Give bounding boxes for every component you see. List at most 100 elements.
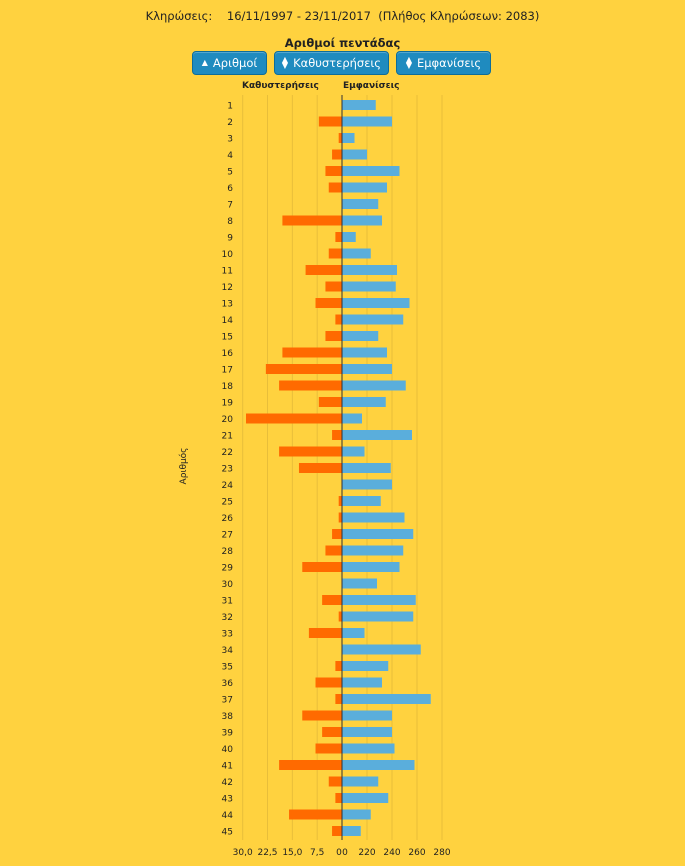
appearance-bar	[342, 446, 365, 457]
appearance-bar	[342, 248, 371, 259]
category-label: 23	[222, 465, 233, 475]
category-label: 31	[222, 597, 233, 607]
appearance-bar	[342, 628, 365, 638]
category-label: 43	[222, 795, 233, 805]
y-axis-label: Αριθμός	[178, 448, 189, 485]
chart-title: Αριθμοί πεντάδας	[284, 36, 401, 50]
appearance-bar	[342, 562, 400, 572]
appearance-bar	[342, 182, 387, 193]
delay-bar	[315, 677, 342, 688]
category-label: 26	[222, 514, 234, 524]
sort-delays-label: Καθυστερήσεις	[293, 56, 382, 70]
appearances-tick-label: 240	[383, 848, 400, 858]
category-label: 6	[227, 184, 233, 194]
appearance-bar	[342, 331, 379, 341]
appearances-column-title: Εμφανίσεις	[343, 81, 400, 91]
appearances-tick-label: 260	[408, 848, 425, 858]
delay-bar	[328, 776, 342, 787]
sort-icon: ▲ ▼	[281, 55, 289, 70]
appearance-bar	[342, 116, 392, 127]
category-label: 7	[227, 201, 233, 211]
delay-bar	[282, 347, 342, 358]
category-label: 11	[222, 267, 233, 277]
appearance-bar	[342, 644, 421, 655]
appearance-bar	[342, 100, 376, 110]
category-label: 2	[227, 118, 233, 128]
delay-bar	[325, 166, 342, 176]
appearance-bar	[342, 677, 382, 688]
category-label: 24	[222, 481, 234, 491]
delay-bar	[308, 628, 342, 638]
appearance-bar	[342, 529, 414, 539]
category-label: 5	[227, 168, 233, 178]
sort-appearances-button[interactable]: ▲ ▼ Εμφανίσεις	[396, 51, 491, 75]
category-label: 16	[222, 349, 234, 359]
appearances-tick-label: 280	[433, 848, 450, 858]
delay-bar	[322, 727, 342, 737]
draws-header: Κληρώσεις: 16/11/1997 - 23/11/2017 (Πλήθ…	[0, 9, 685, 23]
category-label: 15	[222, 333, 233, 343]
appearance-bar	[342, 826, 361, 836]
delay-bar	[338, 611, 342, 622]
category-label: 3	[227, 135, 233, 145]
delay-bar	[298, 463, 342, 473]
category-label: 12	[222, 283, 233, 293]
draws-label: Κληρώσεις:	[145, 9, 213, 23]
delay-bar	[318, 397, 342, 407]
category-label: 17	[222, 366, 233, 376]
category-label: 21	[222, 432, 233, 442]
appearance-bar	[342, 727, 392, 737]
sort-icon: ▲ ▼	[405, 55, 412, 70]
delay-bar	[338, 133, 342, 143]
sort-numbers-button[interactable]: ▲ Αριθμοί	[192, 51, 267, 75]
delays-tick-label: 22,5	[257, 848, 277, 858]
appearance-bar	[342, 793, 389, 803]
category-label: 9	[227, 234, 233, 244]
category-label: 19	[222, 399, 234, 409]
delay-bar	[265, 364, 342, 374]
appearance-bar	[342, 595, 416, 605]
delay-bar	[279, 380, 342, 391]
delay-bar	[332, 149, 342, 160]
sort-delays-button[interactable]: ▲ ▼ Καθυστερήσεις	[274, 51, 389, 75]
caret-up-icon: ▲	[201, 58, 208, 67]
category-label: 41	[222, 762, 233, 772]
category-label: 8	[227, 217, 233, 227]
delays-tick-label: 7,5	[310, 848, 324, 858]
draws-count: (Πλήθος Κληρώσεων: 2083)	[378, 9, 540, 23]
category-label: 1	[227, 102, 233, 112]
category-label: 20	[222, 415, 234, 425]
appearance-bar	[342, 149, 367, 160]
appearance-bar	[342, 232, 356, 242]
appearances-tick-label: 0	[342, 848, 348, 858]
appearances-tick-label: 220	[358, 848, 375, 858]
sort-appearances-label: Εμφανίσεις	[416, 56, 482, 70]
category-label: 36	[222, 679, 234, 689]
delay-bar	[335, 661, 342, 671]
appearance-bar	[342, 166, 400, 176]
appearance-bar	[342, 215, 382, 226]
delay-bar	[279, 760, 342, 770]
delay-bar	[318, 116, 342, 127]
appearance-bar	[342, 760, 415, 770]
appearance-bar	[342, 611, 414, 622]
appearance-bar	[342, 430, 412, 440]
delay-bar	[338, 512, 342, 523]
appearance-bar	[342, 413, 362, 424]
category-label: 38	[222, 712, 234, 722]
appearance-bar	[342, 809, 371, 820]
draws-date-range: 16/11/1997 - 23/11/2017	[226, 9, 371, 23]
sort-numbers-label: Αριθμοί	[212, 56, 258, 70]
delay-bar	[315, 298, 342, 308]
delay-bar	[246, 413, 342, 424]
delay-bar	[302, 562, 342, 572]
category-label: 37	[222, 696, 233, 706]
category-label: 30	[222, 580, 234, 590]
delays-column-title: Καθυστερήσεις	[242, 81, 319, 91]
category-label: 44	[222, 811, 234, 821]
appearance-bar	[342, 199, 379, 209]
delay-bar	[315, 743, 342, 754]
delay-bar	[328, 248, 342, 259]
appearance-bar	[342, 694, 431, 704]
category-label: 13	[222, 300, 233, 310]
